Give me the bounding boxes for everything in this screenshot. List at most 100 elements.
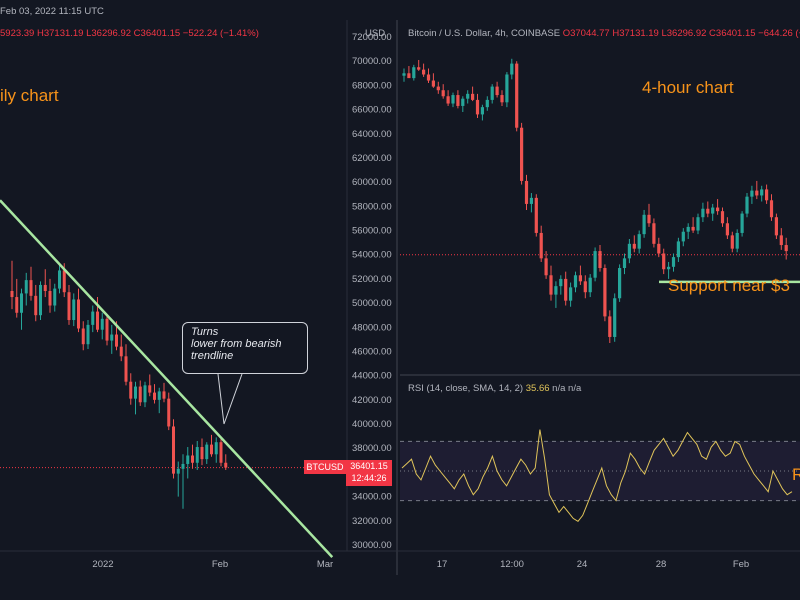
four-hour-candle-body — [471, 93, 475, 100]
four-hour-candle-body — [779, 235, 783, 246]
four-hour-candle-body — [490, 86, 494, 100]
four-hour-candle-body — [642, 214, 646, 235]
four-hour-candle-body — [652, 223, 656, 244]
four-hour-candle-body — [569, 287, 573, 301]
daily-chart-annotation: ily chart — [0, 86, 59, 105]
four-hour-candle-body — [691, 226, 695, 231]
right-chart-title: Bitcoin / U.S. Dollar, 4h, COINBASE — [408, 28, 561, 39]
four-hour-candle-body — [627, 243, 631, 259]
right-ohlc-close: C36401.15 — [709, 28, 756, 39]
price-axis-tick: 64000.00 — [352, 129, 392, 140]
four-hour-chart-annotation: 4-hour chart — [642, 78, 734, 97]
four-hour-candle-body — [618, 268, 622, 299]
four-hour-candle-body — [495, 86, 499, 96]
four-hour-candle-body — [755, 190, 759, 196]
four-hour-candle-body — [696, 217, 700, 231]
right-ohlc-high: H37131.19 — [612, 28, 659, 39]
daily-candle-body — [67, 292, 71, 321]
callout-line-1: Turns — [191, 326, 219, 338]
daily-candle-body — [172, 426, 175, 474]
right-ohlc-header: Bitcoin / U.S. Dollar, 4h, COINBASE O370… — [408, 28, 800, 39]
four-hour-candle-body — [686, 226, 690, 232]
four-hour-candle-body — [769, 200, 774, 218]
four-hour-candle-body — [475, 99, 480, 115]
four-hour-candle-body — [632, 243, 636, 249]
daily-candle-body — [186, 455, 190, 464]
daily-candle-body — [34, 295, 38, 316]
daily-candle-body — [86, 324, 90, 345]
daily-candle-body — [181, 463, 185, 469]
daily-candle-body — [157, 391, 161, 400]
four-hour-candle-body — [720, 211, 725, 224]
four-hour-candle-body — [559, 278, 563, 287]
countdown-value: 12:44:26 — [351, 473, 387, 483]
daily-candle-body — [210, 444, 213, 455]
four-hour-candle-body — [539, 232, 543, 259]
left-ohlc-high: H37131.19 — [36, 28, 84, 39]
rsi-na-1: n/a — [552, 383, 566, 394]
price-axis-tick: 66000.00 — [352, 105, 392, 116]
four-hour-candle-body — [603, 268, 607, 317]
four-hour-candle-body — [716, 207, 720, 212]
daily-candle-body — [105, 318, 109, 341]
callout-line-3: trendline — [191, 350, 234, 362]
price-axis-tick: 54000.00 — [352, 250, 392, 261]
four-hour-candle-body — [524, 180, 529, 204]
callout-pointer — [217, 373, 243, 425]
daily-candle-body — [138, 386, 142, 403]
four-hour-candle-body — [417, 67, 421, 70]
daily-candle-body — [143, 385, 147, 403]
four-hour-candle-body — [510, 63, 514, 75]
price-axis-unit: USD — [365, 28, 386, 39]
four-hour-candle-body — [436, 86, 440, 91]
four-hour-candle-body — [676, 241, 680, 258]
daily-candle-body — [124, 356, 128, 382]
price-axis-tick: 62000.00 — [352, 153, 392, 164]
price-axis-tick: 38000.00 — [352, 443, 392, 454]
daily-candle-body — [48, 291, 52, 306]
daily-x-tick: 2022 — [92, 559, 113, 570]
daily-candle-body — [200, 447, 204, 460]
daily-candle-body — [205, 444, 209, 460]
rsi-header: RSI (14, close, SMA, 14, 2) 35.66 n/a n/… — [408, 383, 581, 394]
price-axis-tick: 56000.00 — [352, 226, 392, 237]
daily-candle-body — [214, 442, 218, 455]
left-ohlc-low: L36296.92 — [86, 28, 132, 39]
four-hour-candle-body — [711, 207, 715, 214]
four-hour-candle-body — [671, 257, 676, 267]
four-hour-x-tick: 28 — [656, 559, 667, 570]
four-hour-candle-body — [681, 231, 685, 242]
four-hour-candle-body — [485, 99, 489, 108]
price-axis-tick: 50000.00 — [352, 298, 392, 309]
price-axis-tick: 52000.00 — [352, 274, 392, 285]
trendline-callout: Turns lower from bearish trendline — [182, 322, 308, 374]
four-hour-x-tick: Feb — [733, 559, 749, 570]
four-hour-candle-body — [500, 95, 504, 103]
four-hour-candle-body — [480, 107, 484, 115]
four-hour-candle-body — [441, 90, 445, 97]
daily-x-tick: Feb — [212, 559, 228, 570]
left-ohlc-change: −522.24 (−1.41%) — [182, 28, 259, 39]
bearish-trendline — [0, 199, 334, 558]
four-hour-candle-body — [422, 69, 426, 75]
four-hour-candle-body — [426, 74, 431, 81]
rsi-label: RSI (14, close, SMA, 14, 2) — [408, 383, 524, 394]
four-hour-candle-body — [613, 298, 617, 337]
four-hour-candle-body — [735, 232, 739, 249]
four-hour-candle-body — [431, 80, 435, 87]
current-price-value: 36401.15 — [350, 461, 388, 471]
four-hour-candle-body — [750, 190, 754, 197]
four-hour-candle-body — [554, 286, 558, 295]
four-hour-candle-body — [706, 208, 710, 214]
four-hour-candle-body — [451, 95, 455, 104]
four-hour-candle-body — [725, 223, 729, 236]
daily-candle-body — [219, 442, 223, 463]
four-hour-candle-body — [784, 245, 788, 252]
daily-candle-body — [77, 299, 80, 329]
daily-candle-body — [176, 468, 180, 474]
four-hour-candle-body — [745, 196, 749, 214]
daily-candle-body — [43, 284, 47, 291]
four-hour-candle-body — [544, 258, 548, 276]
daily-candle-body — [91, 311, 95, 325]
